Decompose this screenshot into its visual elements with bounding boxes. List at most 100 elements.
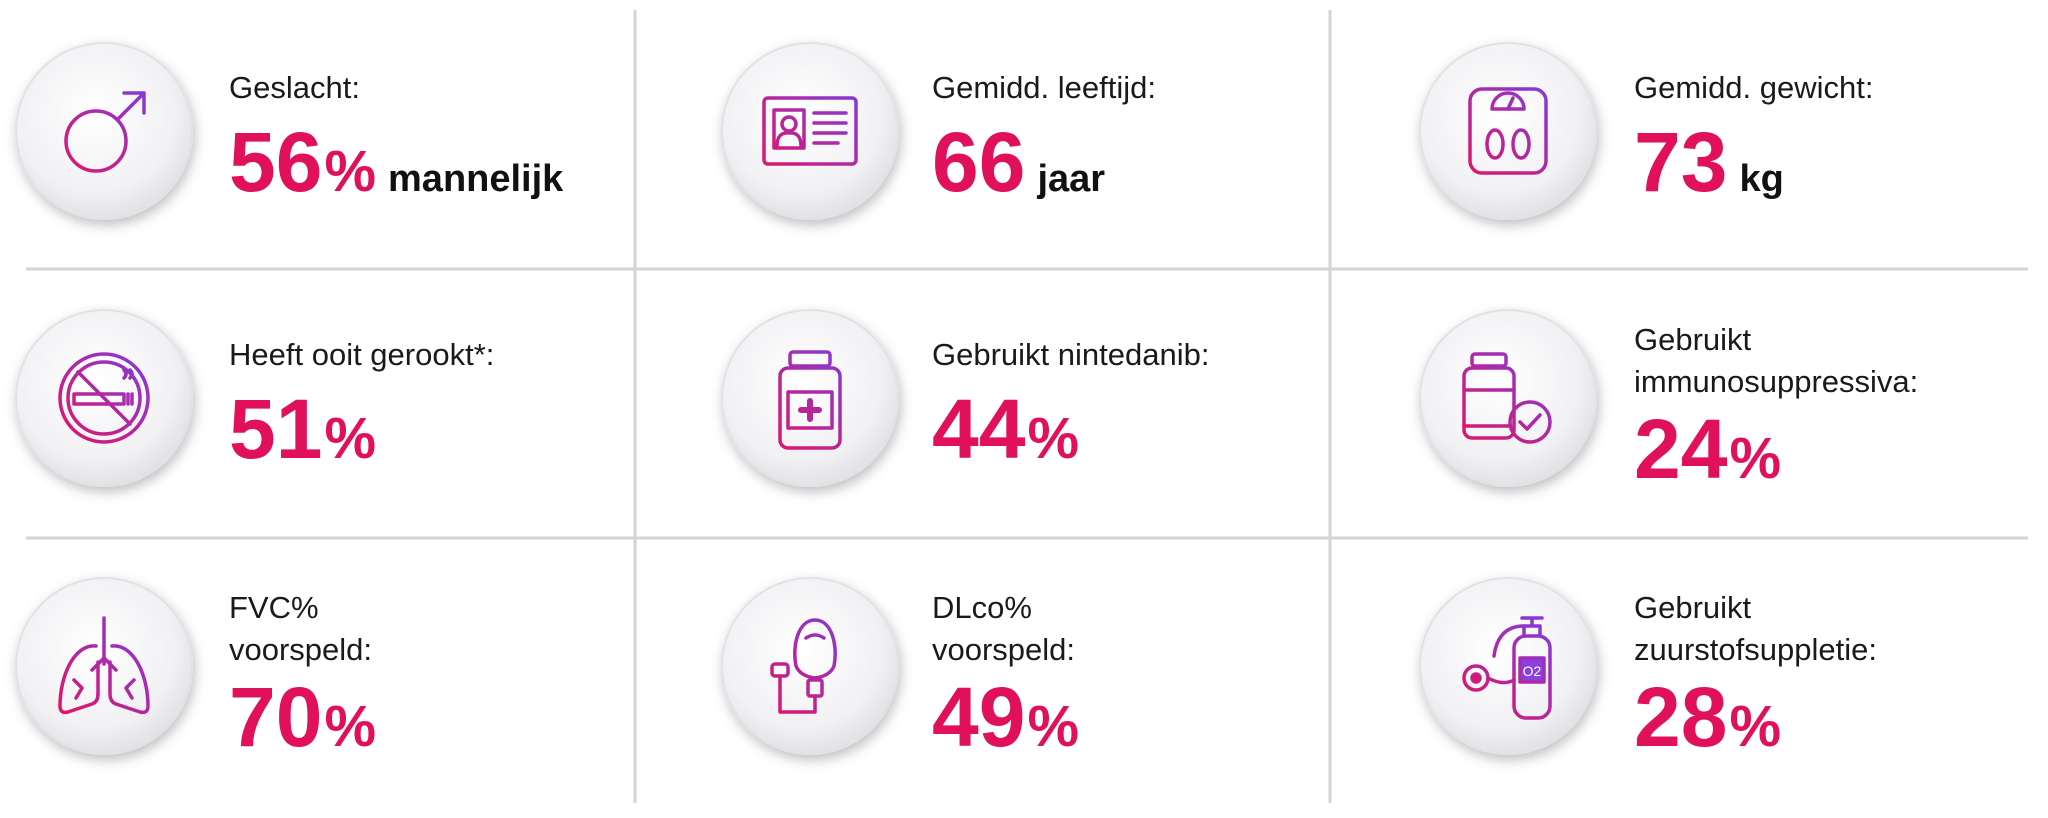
icon-part (1468, 87, 1548, 175)
icon-part (1485, 128, 1505, 160)
stat-label: Gebruikt (1634, 590, 1752, 625)
icon (778, 350, 842, 450)
value-number: 44 (932, 382, 1026, 476)
stat-value: 28% (1634, 670, 1781, 764)
value-percent: % (324, 406, 376, 471)
icon-part (1511, 128, 1531, 160)
icon-part (72, 392, 126, 406)
icon (1462, 352, 1552, 444)
icon-part (812, 111, 848, 145)
stat-label: voorspeld: (932, 632, 1075, 667)
icon-part (108, 644, 150, 715)
icon-part (772, 108, 806, 150)
icon-part (76, 370, 132, 426)
value-number: 49 (932, 670, 1025, 764)
icon-part (116, 91, 146, 121)
stat-label: voorspeld: (229, 632, 372, 667)
stat-label: FVC% (229, 590, 319, 625)
value-number: 70 (229, 670, 322, 764)
stat-label: Gemidd. gewicht: (1634, 70, 1874, 105)
stat-value: 73 kg (1634, 115, 1784, 209)
icon-part (72, 678, 136, 700)
value-number: 73 (1634, 115, 1727, 209)
icon-part (66, 360, 142, 436)
icon-part (778, 366, 842, 450)
icon-part (780, 115, 798, 133)
icon-part (1462, 366, 1516, 440)
icon-part (58, 644, 100, 715)
icon (762, 96, 858, 166)
stat-label: Heeft ooit gerookt*: (229, 337, 494, 372)
icon-circle (721, 42, 899, 220)
value-percent: % (1729, 694, 1781, 759)
value-number: 66 (932, 115, 1025, 209)
stat-value: 56% mannelijk (229, 115, 564, 209)
icon-part (1508, 400, 1552, 444)
icon-part (1490, 91, 1526, 111)
icon (58, 352, 150, 444)
icon (64, 91, 146, 173)
stat-label: DLco% (932, 590, 1032, 625)
stat-cell: Gebruikt immunosuppressiva:24% (1419, 309, 1918, 496)
stat-label: zuurstofsuppletie: (1634, 632, 1877, 667)
stat-cell: Gebruikt nintedanib: 44% (721, 309, 1209, 487)
icon (1468, 87, 1548, 175)
stat-label: immunosuppressiva: (1634, 364, 1918, 399)
value-number: 56 (229, 115, 322, 209)
icon-part (793, 618, 837, 680)
stat-label: Gebruikt (1634, 322, 1752, 357)
stat-label: Gemidd. leeftijd: (932, 70, 1156, 105)
value-unit: jaar (1036, 158, 1105, 200)
icon-part (1470, 672, 1482, 684)
stat-value: 70% (229, 670, 376, 764)
icon-part (1520, 616, 1544, 638)
stat-cell: FVC% voorspeld:70% (15, 577, 376, 764)
value-percent: % (1729, 426, 1781, 491)
value-number: 24 (1634, 402, 1728, 496)
stat-cell: Gemidd. gewicht: 73 kg (1419, 42, 1874, 220)
value-percent: % (1027, 406, 1079, 471)
icon-circle (1419, 577, 1597, 755)
stat-value: 66 jaar (932, 115, 1105, 209)
icon-part (1512, 634, 1552, 720)
icon-part (775, 131, 803, 148)
value-number: 28 (1634, 670, 1727, 764)
dividers (26, 10, 2028, 803)
icon-circle (1419, 42, 1597, 220)
stat-value: 44% (932, 382, 1079, 476)
value-unit: mannelijk (388, 158, 564, 200)
value-percent: % (324, 694, 376, 759)
icon-circle (1419, 309, 1597, 487)
icon-part (798, 398, 822, 422)
icon-text: O2 (1523, 663, 1542, 679)
icon-part (788, 350, 832, 368)
stat-cell: Gemidd. leeftijd: 66 jaar (721, 42, 1156, 220)
icon-part (1486, 624, 1526, 685)
stat-cell: Heeft ooit gerookt*: 51% (15, 309, 494, 487)
stat-value: 49% (932, 670, 1079, 764)
value-percent: % (324, 139, 376, 204)
icon-part (58, 352, 150, 444)
icon-part (1518, 413, 1542, 431)
icon-part (64, 109, 128, 173)
icon-part (778, 674, 817, 714)
icon-part (762, 96, 858, 166)
value-unit: kg (1739, 158, 1783, 200)
icon-part (786, 390, 834, 430)
icon-part (122, 368, 134, 406)
icon-part (770, 662, 790, 678)
value-number: 51 (229, 382, 322, 476)
stat-label: Gebruikt nintedanib: (932, 337, 1209, 372)
stat-cell: DLco% voorspeld:49% (721, 577, 1079, 764)
icon: O2 (1462, 616, 1552, 720)
icon-circle (15, 577, 193, 755)
icon (58, 616, 150, 715)
icon-part (1462, 388, 1516, 428)
icon (770, 618, 837, 714)
stat-value: 51% (229, 382, 376, 476)
stat-cell: Geslacht: 56% mannelijk (15, 42, 564, 220)
stat-cell: O2 Gebruikt zuurstofsuppletie:28% (1419, 577, 1877, 764)
stat-value: 24% (1634, 402, 1781, 496)
